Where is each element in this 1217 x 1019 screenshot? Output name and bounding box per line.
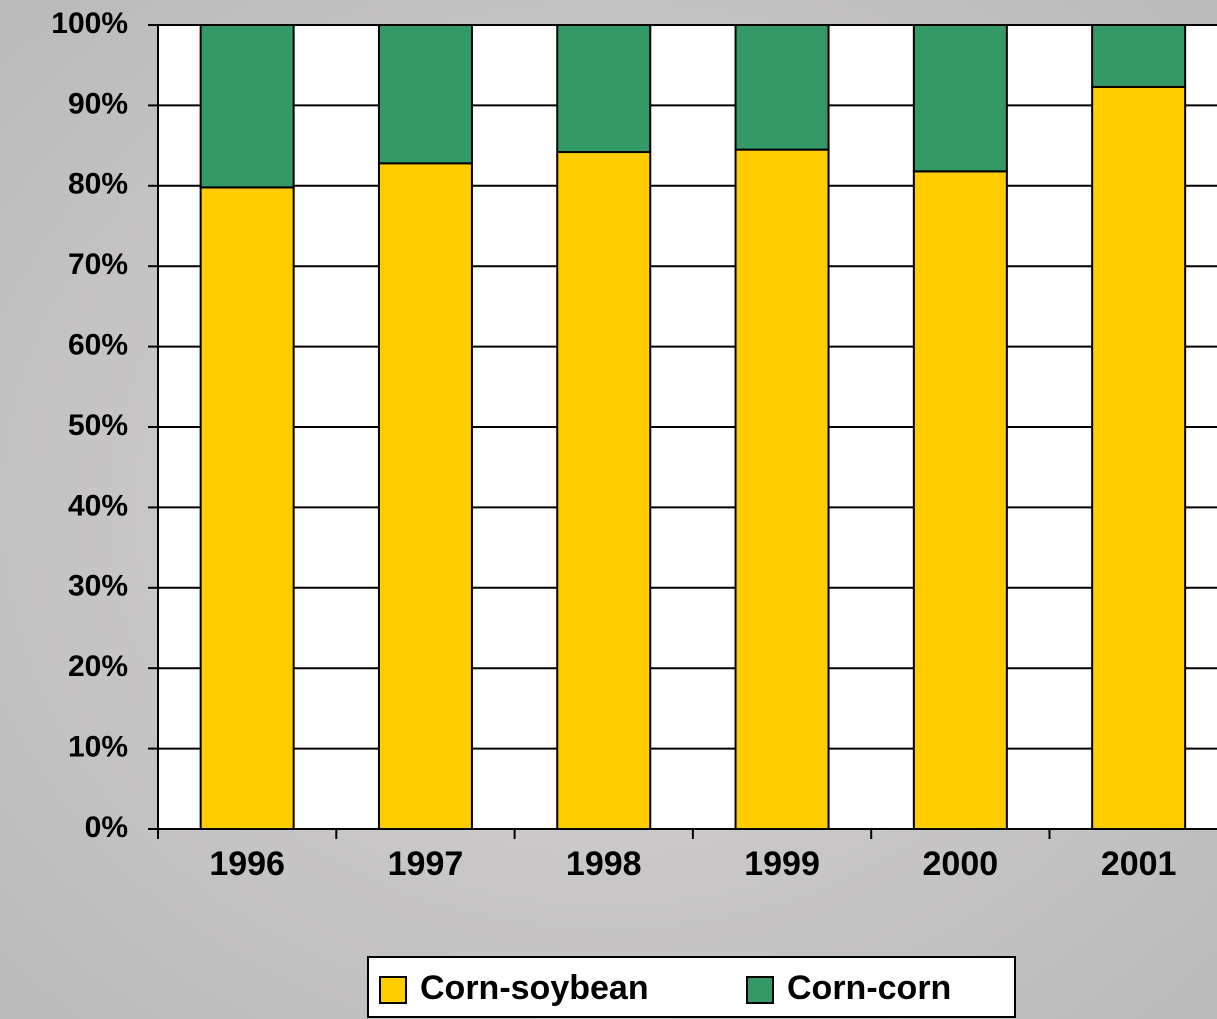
bar-segment: [734, 24, 830, 151]
bar-segment: [199, 186, 295, 830]
y-tick-label: 100%: [51, 7, 128, 40]
y-tick-label: 80%: [68, 168, 128, 201]
bar-segment: [912, 24, 1008, 173]
bar-segment: [1091, 85, 1187, 830]
legend-swatch: [379, 976, 407, 1004]
y-tick-label: 50%: [68, 409, 128, 442]
bar-segment: [734, 148, 830, 830]
x-tick-label: 1998: [566, 845, 642, 883]
legend-label: Corn-corn: [787, 969, 951, 1007]
x-tick-label: 1997: [388, 845, 464, 883]
bar-segment: [377, 24, 473, 165]
y-tick-label: 70%: [68, 248, 128, 281]
y-tick-label: 10%: [68, 731, 128, 764]
bar-segment: [912, 170, 1008, 830]
y-tick-label: 90%: [68, 87, 128, 120]
y-tick-label: 60%: [68, 329, 128, 362]
x-tick-label: 2000: [923, 845, 999, 883]
y-tick-label: 20%: [68, 650, 128, 683]
y-tick-label: 0%: [85, 811, 128, 844]
legend-box: [367, 956, 1016, 1018]
bar-segment: [556, 151, 652, 831]
y-tick-label: 30%: [68, 570, 128, 603]
bar-segment: [556, 24, 652, 154]
x-tick-label: 1996: [209, 845, 285, 883]
legend-swatch: [746, 976, 774, 1004]
y-tick-label: 40%: [68, 489, 128, 522]
legend-label: Corn-soybean: [420, 969, 649, 1007]
bar-segment: [377, 162, 473, 830]
bar-segment: [1091, 24, 1187, 88]
bar-segment: [199, 24, 295, 189]
x-tick-label: 2001: [1101, 845, 1177, 883]
x-tick-label: 1999: [744, 845, 820, 883]
